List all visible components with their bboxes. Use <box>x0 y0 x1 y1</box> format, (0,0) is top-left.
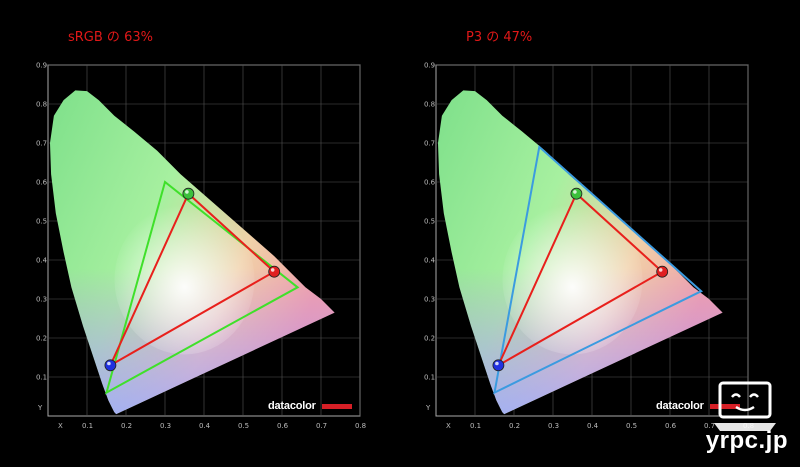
y-tick-label: 0.3 <box>36 296 47 304</box>
green-primary-point <box>182 187 195 200</box>
chart-panel-p3: 0.1 0.2 0.3 0.4 0.5 0.6 0.7 0.8 0.9 0.1 0.2 0.3 0.4 0… <box>388 0 788 467</box>
y-tick-label: 0.5 <box>424 218 435 226</box>
x-tick-label: 0.3 <box>160 422 171 430</box>
red-primary-point <box>268 265 281 278</box>
x-tick-label: 0.7 <box>316 422 327 430</box>
green-primary-point <box>570 187 583 200</box>
y-tick-label: 0.6 <box>36 179 48 187</box>
chart-p3: 0.1 0.2 0.3 0.4 0.5 0.6 0.7 0.8 0.9 0.1 0.2 0.3 0.4 0… <box>424 62 754 431</box>
x-tick-label: 0.4 <box>199 422 211 430</box>
chart-srgb: 0.1 0.2 0.3 0.4 0.5 0.6 0.7 0.8 0.9 0.1 0.2 0.3 0.4 0… <box>36 62 366 431</box>
y-tick-label: 0.3 <box>424 296 435 304</box>
datacolor-logo: datacolor <box>268 400 316 412</box>
blue-primary-point-highlight <box>495 361 499 366</box>
x-tick-label: 0.7 <box>704 422 715 430</box>
watermark-text: yrpc.jp <box>705 427 788 454</box>
x-tick-label: 0.6 <box>277 422 289 430</box>
chart-title: P3 の 47% <box>466 30 533 45</box>
y-axis-label: Y <box>425 404 431 412</box>
white-point-glow <box>502 204 643 355</box>
blue-primary-point <box>104 359 117 372</box>
blue-primary-point <box>492 359 505 372</box>
y-tick-label: 0.1 <box>424 374 435 382</box>
x-tick-label: 0.6 <box>665 422 677 430</box>
x-tick-label: 0.8 <box>355 422 366 430</box>
chart-title: sRGB の 63% <box>68 30 153 45</box>
x-tick-label: 0.5 <box>626 422 637 430</box>
red-primary-point <box>656 265 669 278</box>
red-primary-point-highlight <box>270 268 275 272</box>
y-tick-label: 0.2 <box>424 335 435 343</box>
red-primary-point-highlight <box>658 268 663 272</box>
datacolor-logo-bar <box>710 404 740 409</box>
y-tick-label: 0.2 <box>36 335 47 343</box>
y-tick-label: 0.4 <box>424 257 436 265</box>
y-tick-label: 0.7 <box>36 140 47 148</box>
y-axis-label: Y <box>37 404 43 412</box>
x-tick-label: 0.4 <box>587 422 599 430</box>
white-point-glow <box>114 204 255 355</box>
chart-panel-srgb: 0.1 0.2 0.3 0.4 0.5 0.6 0.7 0.8 0.9 0.1 0.2 0.3 0.4 0… <box>36 30 366 431</box>
y-tick-label: 0.6 <box>424 179 436 187</box>
laptop-face-icon <box>714 381 776 431</box>
datacolor-logo-bar <box>322 404 352 409</box>
y-tick-label: 0.4 <box>36 257 48 265</box>
y-tick-label: 0.8 <box>424 101 435 109</box>
x-tick-label: 0.1 <box>82 422 93 430</box>
measured-gamut-triangle <box>108 192 276 368</box>
x-tick-label: 0.2 <box>509 422 520 430</box>
x-axis-label: X <box>446 422 451 430</box>
datacolor-logo: datacolor <box>656 400 704 412</box>
y-tick-label: 0.1 <box>36 374 47 382</box>
y-tick-label: 0.8 <box>36 101 47 109</box>
y-tick-label: 0.7 <box>424 140 435 148</box>
y-tick-label: 0.9 <box>424 62 435 70</box>
x-axis-label: X <box>58 422 63 430</box>
green-primary-point-highlight <box>185 190 189 194</box>
reference-gamut-triangle <box>104 180 300 395</box>
x-tick-label: 0.2 <box>121 422 132 430</box>
blue-primary-point-highlight <box>107 361 111 366</box>
x-tick-label: 0.3 <box>548 422 559 430</box>
x-tick-label: 0.5 <box>238 422 249 430</box>
x-tick-label: 0.1 <box>470 422 481 430</box>
y-tick-label: 0.5 <box>36 218 47 226</box>
green-primary-point-highlight <box>573 190 577 194</box>
reference-gamut-triangle <box>493 144 703 395</box>
measured-gamut-triangle <box>496 192 664 368</box>
y-tick-label: 0.9 <box>36 62 47 70</box>
